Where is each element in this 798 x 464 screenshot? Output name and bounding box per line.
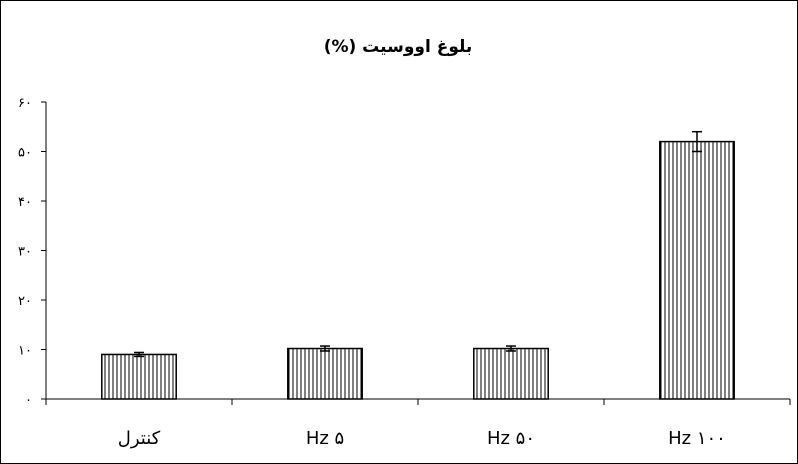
bars-group: [101, 140, 735, 400]
bar: [473, 347, 549, 400]
y-tick-label: ۴۰: [18, 195, 32, 210]
error-bars-group: [134, 130, 702, 358]
y-tick-label: ۱۰: [18, 344, 32, 359]
bar: [659, 140, 735, 400]
bar: [287, 347, 363, 400]
y-tick-label: ۰: [25, 393, 32, 408]
y-axis-ticks: ۰ ۱۰ ۲۰ ۳۰ ۴۰ ۵۰ ۶۰: [18, 96, 46, 408]
chart-title: بلوغ اووسیت (%): [324, 37, 473, 57]
x-tick-label: Hz ۱۰۰: [668, 428, 726, 449]
y-tick-label: ۶۰: [18, 96, 32, 111]
x-axis-ticks: کنترل Hz ۵ Hz ۵۰ Hz ۱۰۰: [45, 399, 791, 449]
x-tick-label: Hz ۵: [306, 428, 344, 449]
y-tick-label: ۵۰: [18, 146, 32, 161]
y-tick-label: ۳۰: [18, 245, 32, 260]
bar: [101, 353, 177, 400]
x-tick-label: کنترل: [118, 428, 161, 449]
x-tick-label: Hz ۵۰: [487, 428, 535, 449]
y-tick-label: ۲۰: [18, 294, 32, 309]
